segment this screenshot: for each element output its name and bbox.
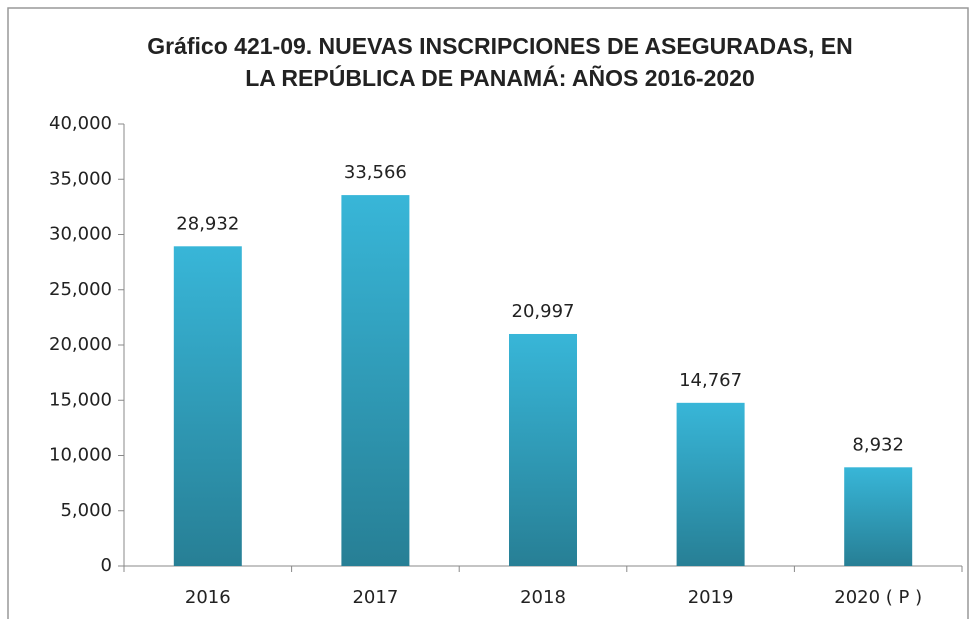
- y-tick-label: 35,000: [49, 168, 112, 189]
- y-tick-label: 0: [101, 555, 112, 576]
- bar: [509, 333, 577, 566]
- bar: [173, 246, 242, 567]
- chart-frame: [7, 7, 969, 623]
- bar: [844, 467, 913, 566]
- y-tick-label: 30,000: [49, 224, 112, 245]
- data-label: 28,932: [176, 213, 239, 234]
- x-tick-label: 2018: [520, 587, 566, 608]
- bar: [341, 195, 410, 566]
- x-tick-label: 2020 ( P ): [834, 587, 922, 608]
- data-label: 8,932: [852, 434, 904, 455]
- x-tick-label: 2019: [688, 587, 734, 608]
- chart-title: LA REPÚBLICA DE PANAMÁ: AÑOS 2016-2020: [245, 64, 755, 91]
- y-tick-label: 15,000: [49, 389, 112, 410]
- y-tick-label: 20,000: [49, 334, 112, 355]
- y-tick-label: 10,000: [49, 445, 112, 466]
- data-label: 33,566: [344, 162, 407, 183]
- y-tick-label: 40,000: [49, 113, 112, 134]
- chart-title: Gráfico 421-09. NUEVAS INSCRIPCIONES DE …: [147, 33, 853, 59]
- x-tick-label: 2017: [352, 587, 398, 608]
- data-label: 14,767: [679, 370, 742, 391]
- data-label: 20,997: [512, 301, 575, 322]
- bar: [676, 402, 745, 566]
- y-tick-label: 5,000: [60, 500, 112, 521]
- x-tick-label: 2016: [185, 587, 231, 608]
- y-tick-label: 25,000: [49, 279, 112, 300]
